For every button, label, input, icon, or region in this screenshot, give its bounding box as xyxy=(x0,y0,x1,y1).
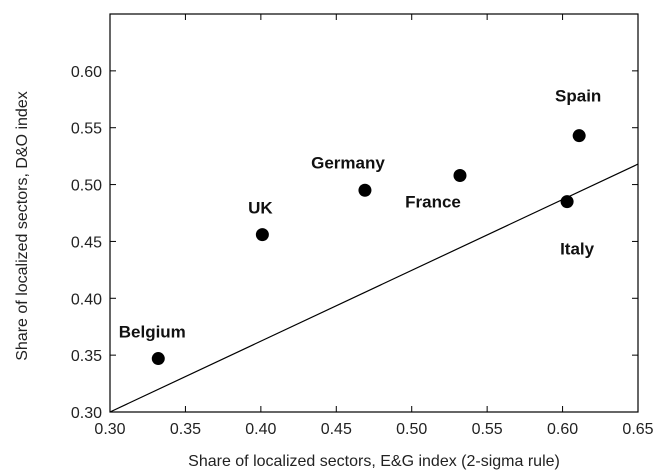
reference-line xyxy=(109,163,639,413)
y-tick-label: 0.45 xyxy=(71,234,102,251)
data-point-belgium xyxy=(151,352,165,366)
data-label-spain: Spain xyxy=(555,87,601,106)
x-tick-label: 0.60 xyxy=(547,421,578,438)
x-tick-label: 0.65 xyxy=(622,421,653,438)
reference-line-group xyxy=(109,163,639,413)
data-point-spain xyxy=(572,129,586,143)
y-axis-title: Share of localized sectors, D&O index xyxy=(14,91,31,360)
data-point-france xyxy=(453,168,467,182)
x-tick-label: 0.50 xyxy=(396,421,427,438)
x-axis-title: Share of localized sectors, E&G index (2… xyxy=(188,453,560,470)
x-tick-label: 0.35 xyxy=(170,421,201,438)
x-tick-label: 0.40 xyxy=(245,421,276,438)
data-point-uk xyxy=(255,228,269,242)
data-point-germany xyxy=(358,183,372,197)
data-points xyxy=(151,129,586,366)
x-tick-label: 0.45 xyxy=(321,421,352,438)
y-tick-label: 0.35 xyxy=(71,348,102,365)
y-tick-label: 0.30 xyxy=(71,405,102,422)
data-labels: Belgium UK Germany France Spain Italy xyxy=(119,87,602,342)
data-label-germany: Germany xyxy=(311,153,385,172)
y-tick-label: 0.55 xyxy=(71,121,102,138)
y-tick-label: 0.40 xyxy=(71,291,102,308)
x-tick-label: 0.55 xyxy=(472,421,503,438)
y-axis: 0.30 0.35 0.40 0.45 0.50 0.55 0.60 xyxy=(71,64,638,422)
data-point-italy xyxy=(560,195,574,209)
plot-area xyxy=(109,13,639,413)
data-label-france: France xyxy=(405,192,461,211)
x-axis: 0.30 0.35 0.40 0.45 0.50 0.55 0.60 0.65 xyxy=(94,14,654,438)
x-tick-label: 0.30 xyxy=(94,421,125,438)
data-label-italy: Italy xyxy=(560,240,595,259)
data-label-uk: UK xyxy=(248,199,273,218)
y-tick-label: 0.50 xyxy=(71,178,102,195)
y-tick-label: 0.60 xyxy=(71,64,102,81)
data-label-belgium: Belgium xyxy=(119,323,186,342)
